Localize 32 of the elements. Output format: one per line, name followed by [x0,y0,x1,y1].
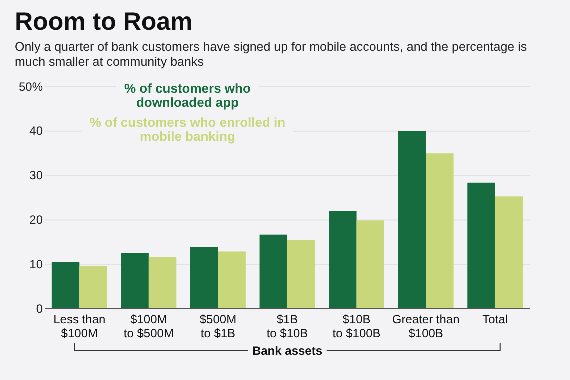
bar [468,182,496,309]
y-tick-label: 30 [30,168,44,183]
x-tick-label: $500M to $1B [200,312,237,340]
chart-subtitle: Only a quarter of bank customers have signed up for mobile accounts, and the percentage is much smaller at community banks [15,40,528,69]
text: % of customers who enrolled in mobile banking [90,115,286,144]
x-tick-label: Total [482,312,508,327]
bar [148,257,177,309]
y-tick-label: 0 [36,302,44,316]
bar [356,220,384,309]
bar [288,240,316,309]
chart-title: Room to Roam [15,8,193,36]
bar [329,211,357,309]
y-tick-label: 40 [30,124,44,138]
bar [495,196,524,309]
x-axis-title: Bank assets [252,344,323,358]
x-tick-label: $1B to $10B [266,312,308,340]
bar [218,252,246,309]
x-tick-label: $10B to $100B [332,312,381,340]
x-tick-label: Less than $100M [54,312,106,340]
bar [190,247,218,309]
y-tick-label: 50% [18,80,44,94]
bar [426,154,454,309]
x-tick-label: Greater than $100B [392,312,460,340]
bar [398,131,426,309]
bar [80,266,108,309]
text: % of customers who downloaded app [124,81,251,110]
x-tick-label: $100M to $500M [124,312,174,340]
bar [260,234,288,309]
bar [52,262,80,309]
y-tick-label: 20 [30,213,44,228]
y-tick-label: 10 [30,257,44,272]
bar [121,254,149,309]
